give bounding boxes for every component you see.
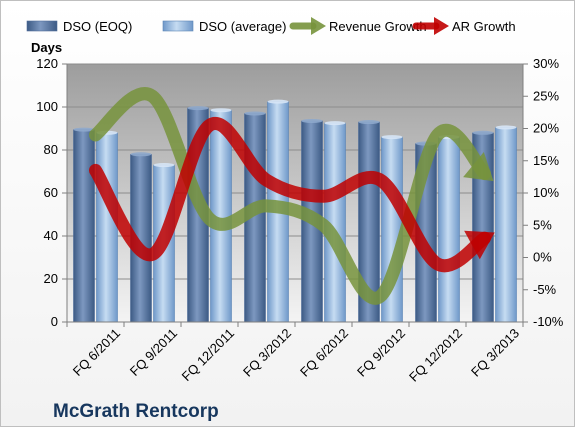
left-tick-label: 0 [51,314,58,329]
bar-top-dso-average [324,121,346,126]
right-tick-label: -5% [533,282,557,297]
left-axis-ticks: 0 20 40 60 80 100 120 [36,56,67,329]
bar-top-dso-eoq [358,120,380,125]
line-revenue-growth [89,87,491,305]
bar-top-dso-average [210,108,232,113]
left-tick-label: 40 [44,228,58,243]
bar-dso-average [96,132,118,323]
left-tick-label: 20 [44,271,58,286]
growth-lines [89,87,495,305]
legend-label: DSO (average) [199,19,286,34]
bar-top-dso-eoq [73,127,95,132]
bar-top-dso-eoq [244,111,266,116]
legend-label: DSO (EOQ) [63,19,132,34]
bar-top-dso-eoq [187,106,209,111]
chart-title: McGrath Rentcorp [53,401,219,422]
line-ar-growth [89,117,491,273]
bar-top-dso-eoq [472,130,494,135]
line-ar-growth-arrowhead [464,230,495,260]
left-tick-label: 80 [44,142,58,157]
x-tick-label: FQ 12/2011 [179,326,237,384]
bar-top-dso-average [153,163,175,168]
right-tick-label: 0% [533,250,552,265]
bar-top-dso-average [267,99,289,104]
x-tick-label: FQ 9/2011 [127,326,180,379]
y-axis-title: Days [31,40,62,55]
x-tick-label: FQ 12/2012 [406,326,465,385]
x-tick-label: FQ 3/2012 [240,326,294,380]
right-tick-label: 5% [533,217,552,232]
bar-dso-eoq [73,129,95,323]
bar-dso-average [495,127,517,323]
x-tick-label: FQ 9/2012 [354,326,408,380]
bar-top-dso-eoq [130,152,152,157]
x-tick-label: FQ 6/2012 [297,326,351,380]
bar-top-dso-eoq [301,118,323,123]
right-tick-label: 30% [533,56,559,71]
right-tick-label: 20% [533,121,559,136]
left-tick-label: 60 [44,185,58,200]
right-axis-ticks: -10% -5% 0% 5% 10% 15% 20% 25% 30% [523,56,564,329]
bar-top-dso-average [381,135,403,140]
right-tick-label: 15% [533,153,559,168]
legend-swatch-arrowhead [311,17,326,35]
legend-swatch-arrowhead [434,17,449,35]
legend-label: AR Growth [452,19,516,34]
left-tick-label: 120 [36,56,58,71]
left-tick-label: 100 [36,99,58,114]
bar-top-dso-average [495,125,517,130]
right-tick-label: 25% [533,88,559,103]
legend-swatch-dso-average [162,20,194,32]
x-tick-label: FQ 6/2011 [70,326,123,379]
legend: DSO (EOQ) DSO (average) Revenue Growth AR G… [26,17,516,35]
x-tick-label: FQ 3/2013 [468,326,522,380]
line-revenue-growth-arrowhead [463,152,494,182]
right-tick-label: -10% [533,314,564,329]
bar-dso-average [438,136,460,323]
legend-label: Revenue Growth [329,19,427,34]
legend-swatch-dso-eoq [26,20,58,32]
right-tick-label: 10% [533,185,559,200]
